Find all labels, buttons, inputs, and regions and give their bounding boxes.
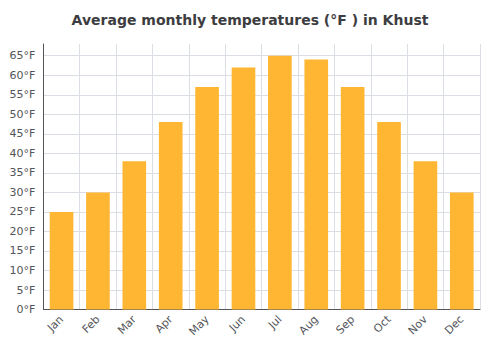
- svg-text:65°F: 65°F: [10, 49, 36, 62]
- svg-text:Aug: Aug: [296, 313, 320, 337]
- svg-text:Oct: Oct: [371, 312, 394, 335]
- svg-text:Jun: Jun: [226, 313, 248, 335]
- svg-text:40°F: 40°F: [10, 147, 36, 160]
- svg-text:35°F: 35°F: [10, 166, 36, 179]
- svg-text:30°F: 30°F: [10, 186, 36, 199]
- svg-text:0°F: 0°F: [17, 303, 36, 316]
- svg-text:5°F: 5°F: [17, 284, 36, 297]
- svg-text:Average monthly temperatures (: Average monthly temperatures (°F ) in Kh…: [72, 12, 429, 28]
- svg-text:15°F: 15°F: [10, 244, 36, 257]
- svg-text:55°F: 55°F: [10, 88, 36, 101]
- svg-text:Feb: Feb: [80, 313, 103, 336]
- svg-text:Apr: Apr: [153, 313, 176, 336]
- svg-text:45°F: 45°F: [10, 127, 36, 140]
- svg-text:Mar: Mar: [115, 313, 139, 337]
- svg-text:20°F: 20°F: [10, 225, 36, 238]
- svg-text:May: May: [186, 313, 212, 339]
- svg-text:Sep: Sep: [333, 313, 357, 337]
- svg-text:Jul: Jul: [265, 313, 284, 332]
- svg-text:Jan: Jan: [44, 313, 66, 335]
- svg-text:10°F: 10°F: [10, 264, 36, 277]
- svg-text:Dec: Dec: [442, 313, 466, 337]
- svg-text:60°F: 60°F: [10, 69, 36, 82]
- svg-text:Nov: Nov: [406, 313, 431, 338]
- svg-text:50°F: 50°F: [10, 108, 36, 121]
- svg-text:25°F: 25°F: [10, 205, 36, 218]
